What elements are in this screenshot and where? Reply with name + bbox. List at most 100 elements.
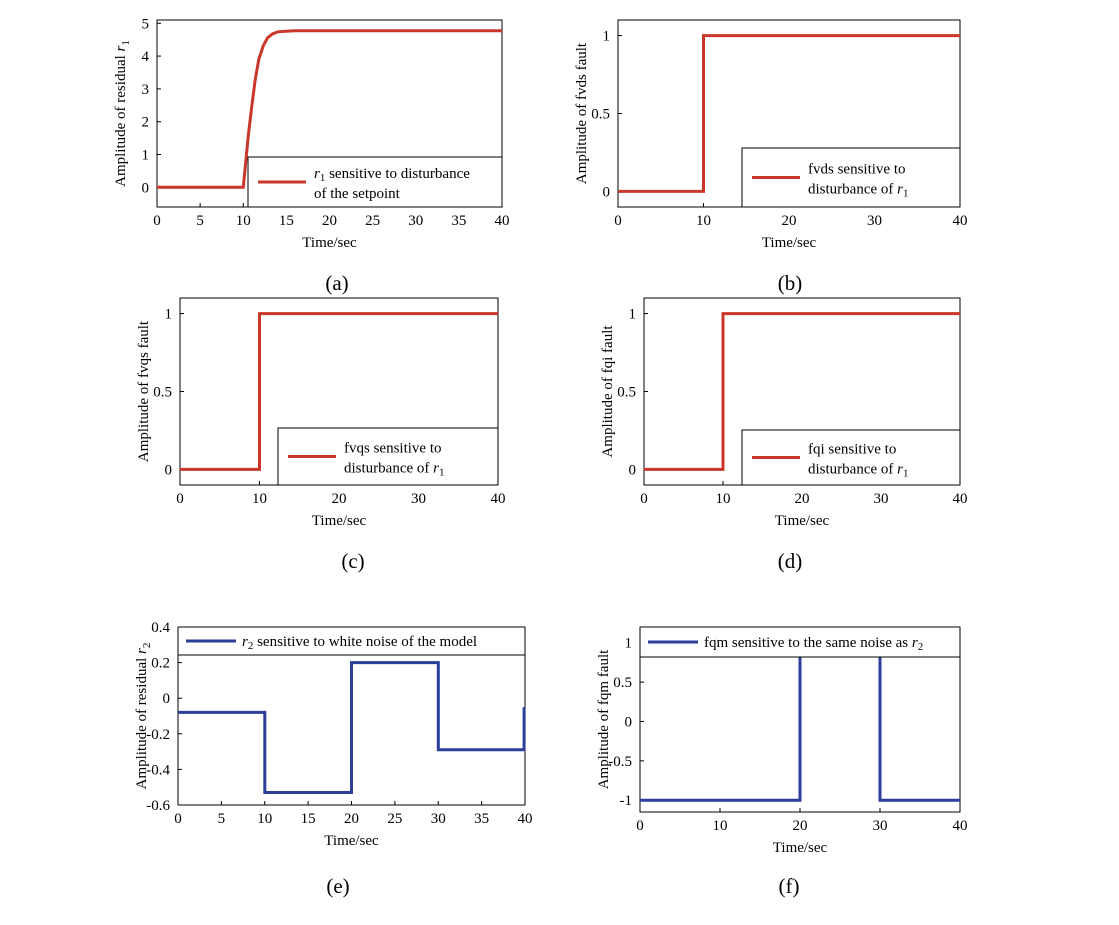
legend-entry-line2: disturbance of r1	[344, 461, 444, 479]
legend-entry-line2: disturbance of r1	[808, 462, 908, 480]
panel-label: (d)	[778, 549, 803, 573]
x-axis-label: Time/sec	[773, 840, 828, 856]
y-tick-label: 1	[142, 148, 150, 164]
legend-entry-line1: fqi sensitive to	[808, 442, 896, 458]
x-tick-label: 30	[867, 213, 882, 229]
y-tick-label: 0	[165, 462, 173, 478]
x-tick-label: 10	[716, 491, 731, 507]
y-tick-label: 0.4	[151, 620, 170, 636]
y-tick-label: 1	[165, 307, 173, 323]
x-tick-label: 5	[196, 213, 204, 229]
y-axis-label: Amplitude of fqm fault	[596, 649, 612, 789]
x-tick-label: 40	[518, 811, 533, 827]
x-tick-label: 0	[614, 213, 622, 229]
x-tick-label: 15	[301, 811, 316, 827]
legend-entry-line1: fvqs sensitive to	[344, 441, 442, 457]
y-tick-label: 0.5	[617, 385, 636, 401]
y-tick-label: 3	[142, 82, 150, 98]
x-axis-label: Time/sec	[312, 513, 367, 529]
panel-label: (f)	[779, 874, 800, 898]
legend: fqi sensitive to disturbance of r1	[741, 429, 961, 486]
variable-subscript: 2	[141, 643, 153, 649]
x-tick-label: 10	[252, 491, 267, 507]
x-tick-label: 30	[408, 213, 423, 229]
y-tick-label: 0	[142, 180, 150, 196]
x-tick-label: 10	[696, 213, 711, 229]
variable-r: r	[242, 634, 248, 650]
legend: fvqs sensitive to disturbance of r1	[277, 427, 499, 486]
y-axis-label: Amplitude of residual r1	[113, 40, 132, 187]
x-axis-label: Time/sec	[302, 235, 357, 251]
x-tick-label: 0	[636, 818, 644, 834]
variable-r: r	[897, 462, 903, 478]
text-part: disturbance of	[344, 461, 433, 477]
variable-r: r	[912, 635, 918, 651]
y-tick-label: 0.5	[153, 385, 172, 401]
text-part: fqm sensitive to the same noise as	[704, 635, 912, 651]
x-tick-label: 35	[451, 213, 466, 229]
variable-subscript: 1	[120, 40, 132, 46]
x-tick-label: 20	[344, 811, 359, 827]
variable-subscript: 2	[248, 640, 254, 652]
x-tick-label: 30	[411, 491, 426, 507]
series-line	[157, 29, 502, 189]
y-tick-label: 1	[629, 307, 637, 323]
x-tick-label: 40	[495, 213, 510, 229]
y-axis-label: Amplitude of fvqs fault	[136, 320, 152, 462]
legend-entry-line2: disturbance of r1	[808, 182, 908, 200]
text-part: fqi sensitive to	[808, 442, 896, 458]
x-tick-label: 40	[491, 491, 506, 507]
x-tick-label: 40	[953, 213, 968, 229]
text-part: sensitive to disturbance	[325, 166, 470, 182]
x-tick-label: 25	[387, 811, 402, 827]
x-tick-label: 30	[873, 818, 888, 834]
y-tick-label: 0.5	[591, 107, 610, 123]
x-tick-label: 10	[257, 811, 272, 827]
x-tick-label: 0	[153, 213, 161, 229]
y-tick-label: 0	[629, 462, 637, 478]
y-tick-label: 2	[142, 115, 150, 131]
legend: fvds sensitive to disturbance of r1	[741, 147, 961, 208]
x-tick-label: 40	[953, 818, 968, 834]
legend-entry-line1: fvds sensitive to	[808, 162, 906, 178]
series-line	[178, 661, 526, 794]
y-tick-label: 0.2	[151, 656, 170, 672]
x-axis-label: Time/sec	[762, 235, 817, 251]
variable-subscript: 1	[439, 467, 445, 479]
y-tick-label: -1	[620, 793, 633, 809]
y-axis-label: Amplitude of fqi fault	[600, 325, 616, 458]
chart-e: 0 5 10 15 20 25 30 35 40 -0.6 -0.4 -0.2 0 0.2 0.4 Time/…	[134, 620, 533, 898]
text-part: Amplitude of residual	[113, 51, 129, 186]
series-line	[618, 34, 960, 193]
y-tick-label: 0	[603, 184, 611, 200]
x-axis-label: Time/sec	[775, 513, 830, 529]
y-tick-label: 1	[603, 29, 611, 45]
legend-entry: r2 sensitive to white noise of the model	[242, 634, 477, 652]
x-tick-label: 25	[365, 213, 380, 229]
x-tick-label: 15	[279, 213, 294, 229]
text-part: Amplitude of fqm fault	[596, 649, 612, 789]
variable-r: r	[897, 182, 903, 198]
y-tick-label: 0.5	[613, 675, 632, 691]
legend: fqm sensitive to the same noise as r2	[639, 626, 961, 658]
series-line	[180, 312, 498, 471]
x-tick-label: 40	[953, 491, 968, 507]
variable-r: r	[433, 461, 439, 477]
y-tick-label: -0.5	[608, 754, 632, 770]
x-tick-label: 20	[332, 491, 347, 507]
y-tick-label: 1	[625, 636, 633, 652]
text-part: disturbance of	[808, 462, 897, 478]
variable-subscript: 1	[903, 468, 909, 480]
text-part: disturbance of	[808, 182, 897, 198]
legend-entry: fqm sensitive to the same noise as r2	[704, 635, 923, 653]
x-tick-label: 0	[176, 491, 184, 507]
chart-c: 0 10 20 30 40 0 0.5 1 Time/sec Amplitude of fvqs …	[136, 297, 506, 573]
x-tick-label: 0	[640, 491, 648, 507]
x-tick-label: 10	[713, 818, 728, 834]
legend: r1 sensitive to disturbance of the setpoi…	[247, 156, 503, 208]
legend-entry-line1: r1 sensitive to disturbance	[314, 166, 470, 184]
variable-r: r	[134, 648, 150, 654]
y-tick-label: -0.6	[146, 798, 170, 814]
x-tick-label: 35	[474, 811, 489, 827]
